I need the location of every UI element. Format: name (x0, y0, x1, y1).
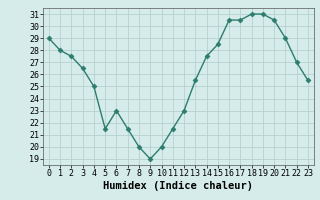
X-axis label: Humidex (Indice chaleur): Humidex (Indice chaleur) (103, 181, 253, 191)
